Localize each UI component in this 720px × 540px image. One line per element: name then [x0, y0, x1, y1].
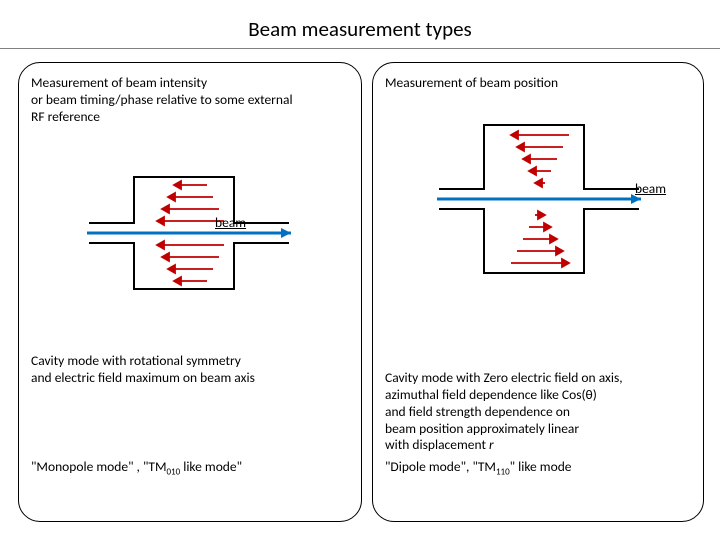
left-heading: Measurement of beam intensity or beam ti…	[31, 75, 293, 126]
right-mode-label: "Dipole mode", "TM110" like mode	[385, 459, 572, 478]
right-beam-label: beam	[635, 181, 666, 198]
monopole-cavity-diagram	[79, 163, 299, 308]
left-desc: Cavity mode with rotational symmetry and…	[31, 353, 255, 387]
left-beam-label: beam	[215, 215, 246, 232]
panel-dipole: Measurement of beam position	[372, 62, 704, 522]
right-desc: Cavity mode with Zero electric field on …	[385, 353, 623, 454]
page-title: Beam measurement types	[0, 16, 720, 42]
dipole-cavity-diagram	[429, 111, 649, 290]
panel-monopole: Measurement of beam intensity or beam ti…	[18, 62, 362, 522]
right-heading: Measurement of beam position	[385, 75, 558, 92]
left-mode-label: "Monopole mode" , "TM010 like mode"	[31, 459, 242, 478]
field-arrows-upper	[511, 131, 569, 187]
field-arrows-lower	[511, 211, 569, 267]
divider	[0, 48, 720, 49]
